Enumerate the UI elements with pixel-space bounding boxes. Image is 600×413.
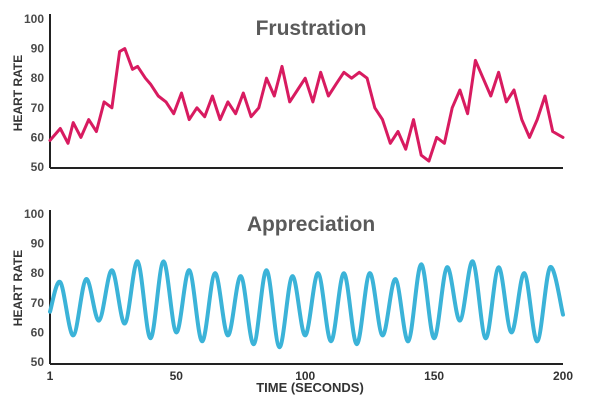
frustration-y-tick-label: 80 (31, 71, 45, 85)
frustration-chart: Frustration HEART RATE 50 60 70 80 90 100 (11, 12, 565, 174)
appreciation-series-line (48, 259, 565, 350)
appreciation-x-ticks: 1 50 100 150 200 (47, 369, 574, 383)
frustration-title: Frustration (256, 17, 367, 40)
x-tick-label: 200 (553, 369, 573, 383)
appreciation-y-axis-label: HEART RATE (11, 250, 25, 326)
appreciation-y-tick-label: 70 (31, 296, 45, 310)
x-tick-label: 1 (47, 369, 54, 383)
appreciation-y-tick-label: 80 (31, 266, 45, 280)
appreciation-y-tick-label: 100 (24, 207, 44, 221)
appreciation-y-tick-label: 50 (31, 355, 45, 369)
appreciation-y-tick-label: 60 (31, 325, 45, 339)
frustration-y-tick-label: 60 (31, 130, 45, 144)
frustration-y-ticks: 50 60 70 80 90 100 (24, 12, 44, 174)
frustration-series-line (48, 47, 565, 163)
appreciation-series (48, 259, 565, 350)
x-tick-label: 50 (170, 369, 184, 383)
x-tick-label: 100 (295, 369, 315, 383)
frustration-y-axis-label: HEART RATE (11, 55, 25, 131)
x-tick-label: 150 (424, 369, 444, 383)
frustration-series (48, 47, 565, 163)
x-axis-label: TIME (SECONDS) (256, 380, 364, 395)
frustration-y-tick-label: 100 (24, 12, 44, 26)
frustration-y-tick-label: 90 (31, 42, 45, 56)
appreciation-title: Appreciation (247, 213, 375, 236)
frustration-y-tick-label: 70 (31, 101, 45, 115)
appreciation-y-tick-label: 90 (31, 237, 45, 251)
frustration-y-tick-label: 50 (31, 160, 45, 174)
appreciation-y-ticks: 50 60 70 80 90 100 (24, 207, 44, 369)
